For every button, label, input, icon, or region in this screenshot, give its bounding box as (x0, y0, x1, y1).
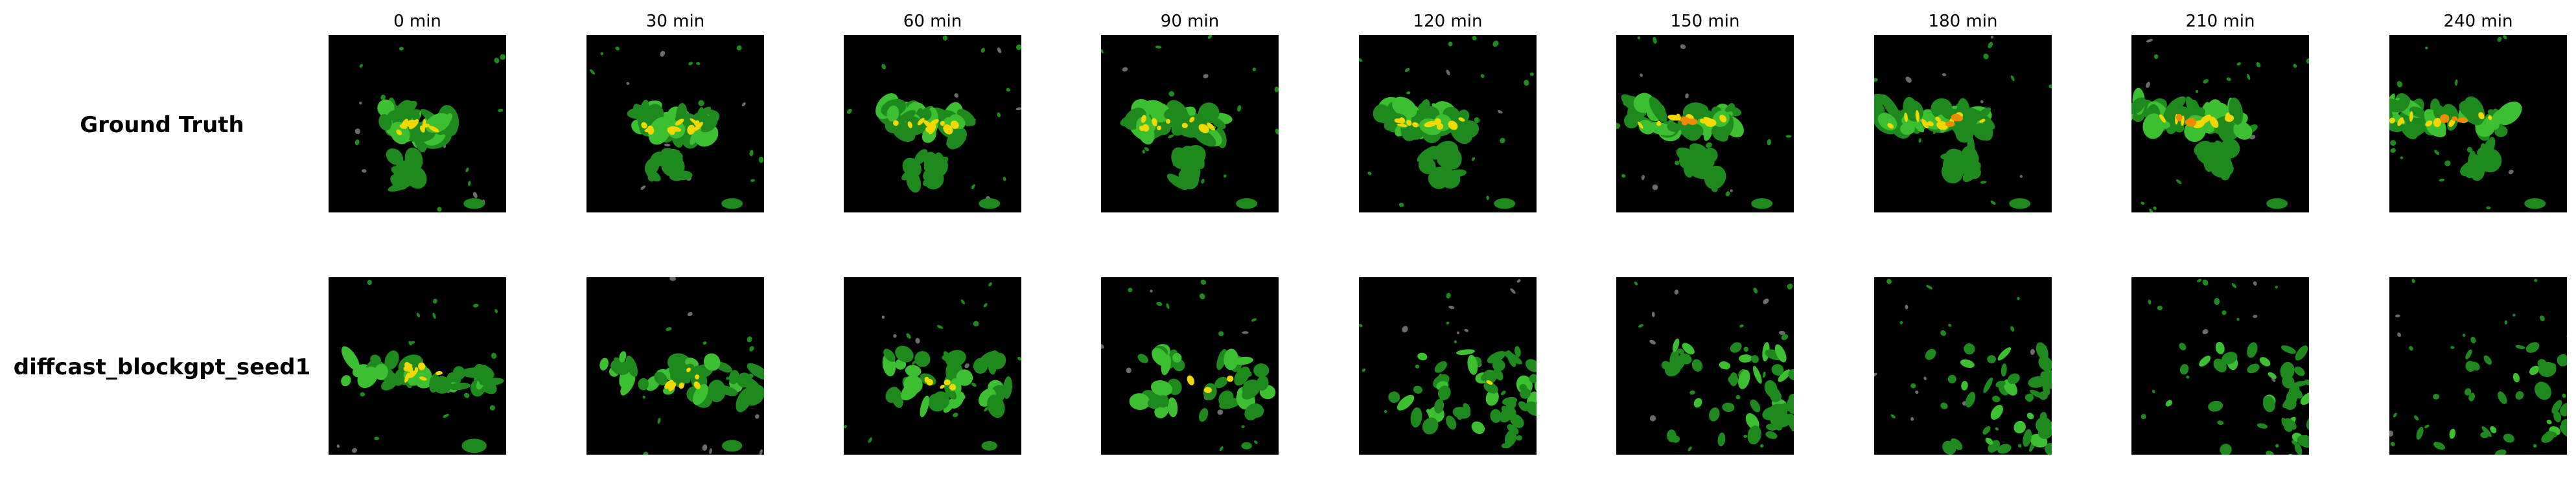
radar-image (844, 35, 1021, 212)
radar-panel (2131, 35, 2309, 212)
radar-image (2389, 35, 2567, 212)
radar-panel (1616, 277, 1794, 455)
radar-image (2131, 35, 2309, 212)
radar-image (586, 277, 764, 455)
column-header: 240 min (2443, 12, 2513, 31)
radar-panel (1359, 277, 1537, 455)
radar-image (1616, 35, 1794, 212)
radar-panel (1359, 35, 1537, 212)
radar-panel (329, 277, 506, 455)
radar-panel (586, 277, 764, 455)
radar-image (1874, 35, 2052, 212)
radar-image (2131, 277, 2309, 455)
radar-panel (2389, 35, 2567, 212)
radar-panel (1101, 35, 1279, 212)
radar-image (329, 277, 506, 455)
radar-image (1101, 277, 1279, 455)
radar-image (1874, 277, 2052, 455)
column-header: 60 min (903, 12, 962, 31)
radar-image (1101, 35, 1279, 212)
radar-panel (1616, 35, 1794, 212)
radar-image (329, 35, 506, 212)
column-header: 90 min (1160, 12, 1220, 31)
column-header: 180 min (1928, 12, 1998, 31)
radar-panel (1101, 277, 1279, 455)
radar-image (1616, 277, 1794, 455)
radar-image (1359, 277, 1537, 455)
column-header: 150 min (1670, 12, 1740, 31)
radar-panel (1874, 35, 2052, 212)
row-label: diffcast_blockgpt_seed1 (13, 354, 311, 380)
radar-image (844, 277, 1021, 455)
radar-panel (1874, 277, 2052, 455)
radar-panel (2389, 277, 2567, 455)
radar-image (1359, 35, 1537, 212)
column-header: 120 min (1413, 12, 1483, 31)
radar-panel (844, 35, 1021, 212)
column-header: 30 min (645, 12, 705, 31)
radar-image (586, 35, 764, 212)
radar-image (2389, 277, 2567, 455)
radar-panel (2131, 277, 2309, 455)
row-label: Ground Truth (80, 112, 244, 138)
radar-panel (586, 35, 764, 212)
radar-panel (329, 35, 506, 212)
radar-panel (844, 277, 1021, 455)
column-header: 210 min (2185, 12, 2255, 31)
column-header: 0 min (393, 12, 441, 31)
